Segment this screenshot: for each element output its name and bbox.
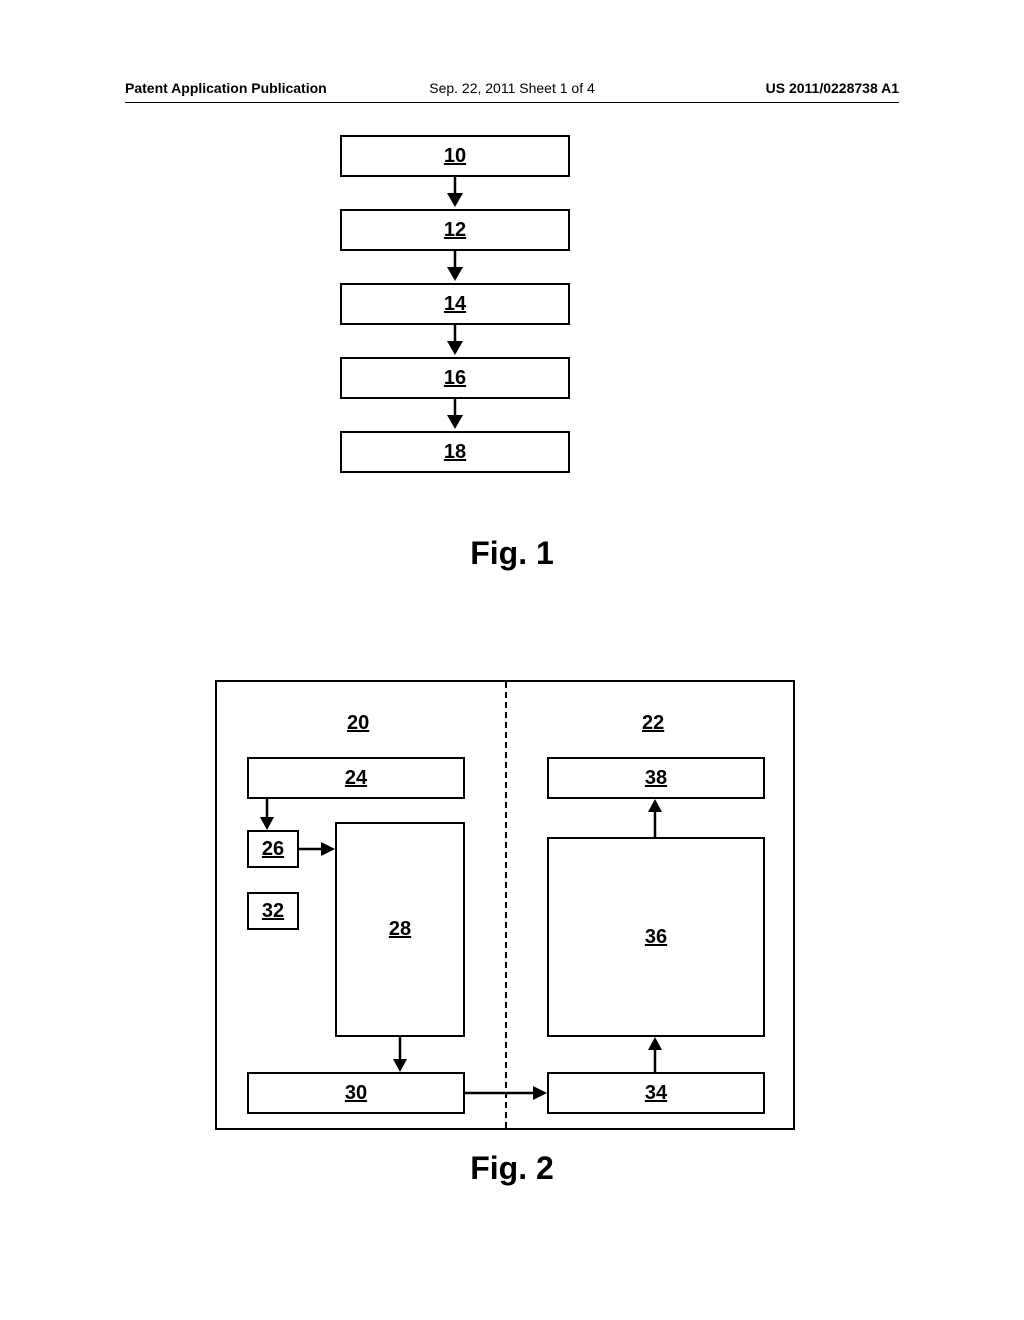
fig1-box-16: 16 — [340, 357, 570, 399]
figure-1: 10 12 14 16 18 — [340, 135, 570, 473]
fig2-caption: Fig. 2 — [0, 1150, 1024, 1187]
fig2-box-38: 38 — [547, 757, 765, 799]
header-left-text: Patent Application Publication — [125, 80, 327, 96]
header-center-text: Sep. 22, 2011 Sheet 1 of 4 — [429, 80, 595, 96]
fig2-arrow-30-34 — [465, 1084, 547, 1107]
fig2-box-36: 36 — [547, 837, 765, 1037]
fig2-box-24: 24 — [247, 757, 465, 799]
fig1-caption: Fig. 1 — [0, 535, 1024, 572]
fig2-divider — [505, 682, 507, 1128]
fig2-label-22: 22 — [642, 712, 664, 735]
header-rule — [125, 102, 899, 103]
fig2-box-34: 34 — [547, 1072, 765, 1114]
fig2-box-26: 26 — [247, 830, 299, 868]
fig2-box-32: 32 — [247, 892, 299, 930]
figure-2: 20 22 24 26 32 28 30 38 36 34 — [215, 680, 795, 1130]
fig2-arrow-24-26 — [257, 799, 277, 835]
fig1-box-12: 12 — [340, 209, 570, 251]
fig2-arrow-36-38 — [645, 799, 665, 842]
fig1-arrow-down-1 — [340, 177, 570, 209]
fig1-box-18: 18 — [340, 431, 570, 473]
fig2-label-20: 20 — [347, 712, 369, 735]
fig1-arrow-down-2 — [340, 251, 570, 283]
fig2-box-30: 30 — [247, 1072, 465, 1114]
fig1-box-14: 14 — [340, 283, 570, 325]
fig1-arrow-down-3 — [340, 325, 570, 357]
header-right-text: US 2011/0228738 A1 — [766, 80, 899, 96]
fig2-box-28: 28 — [335, 822, 465, 1037]
fig2-arrow-26-28 — [299, 840, 335, 863]
fig2-arrow-28-30 — [390, 1037, 410, 1077]
fig1-arrow-down-4 — [340, 399, 570, 431]
page-header: Patent Application Publication Sep. 22, … — [0, 80, 1024, 96]
fig1-box-10: 10 — [340, 135, 570, 177]
fig2-arrow-34-36 — [645, 1037, 665, 1077]
